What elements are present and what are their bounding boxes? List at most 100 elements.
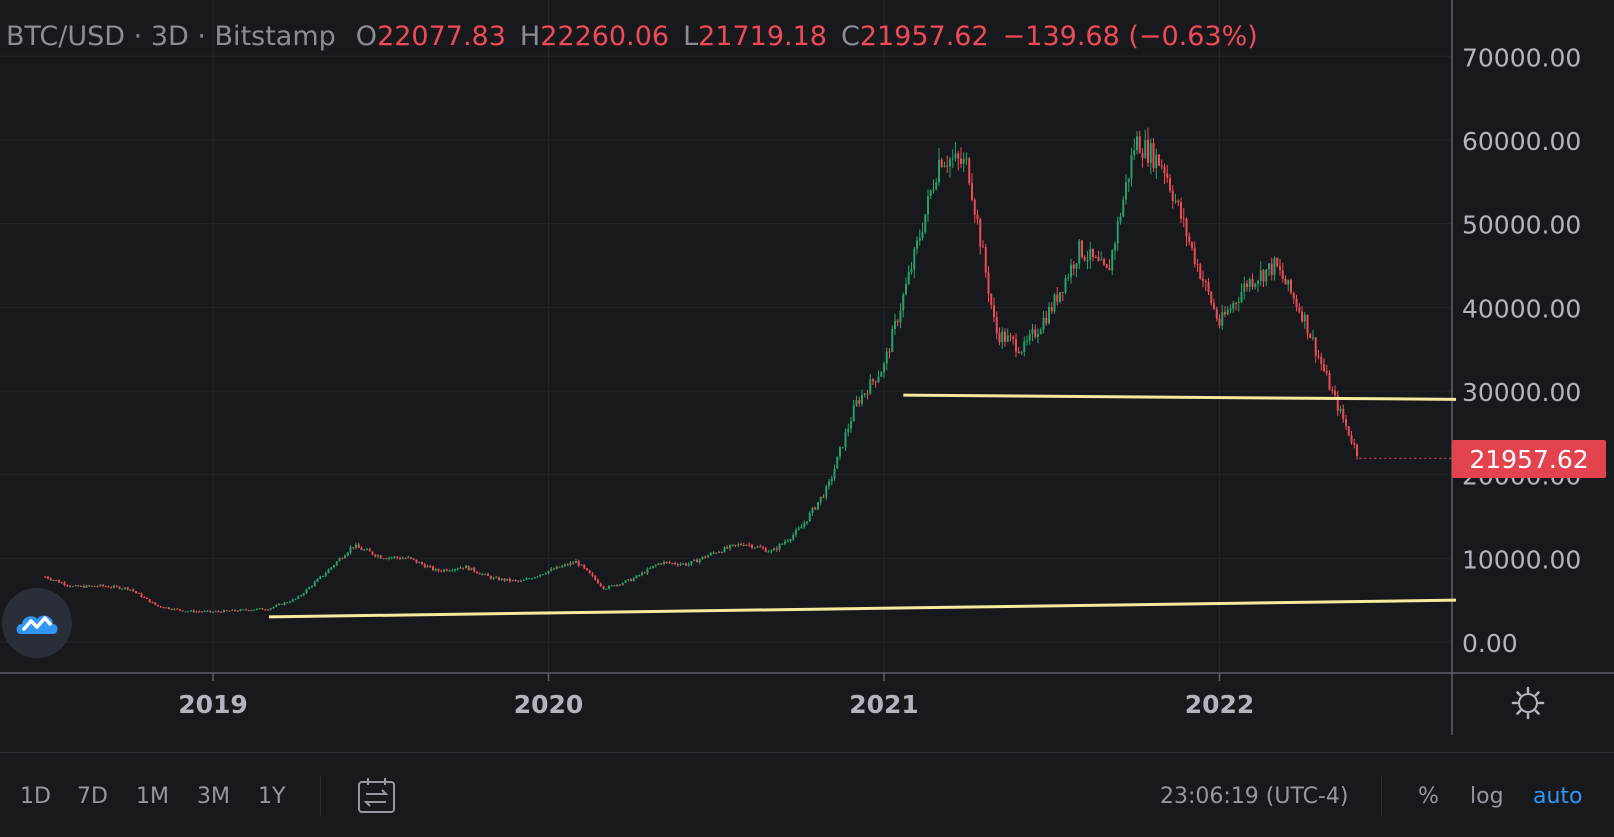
candle-body bbox=[165, 607, 168, 609]
candle-body bbox=[1086, 260, 1089, 262]
candle-body bbox=[1037, 334, 1039, 337]
candle-body bbox=[514, 580, 517, 582]
candle-body bbox=[773, 548, 775, 551]
range-1d-button[interactable]: 1D bbox=[20, 784, 51, 809]
candle-body bbox=[547, 570, 550, 574]
candle-body bbox=[564, 564, 566, 566]
candle-body bbox=[220, 611, 223, 613]
candle-body bbox=[1059, 292, 1061, 302]
candle-body bbox=[1204, 281, 1207, 283]
candle-body bbox=[951, 158, 954, 160]
close-label: C bbox=[840, 20, 860, 52]
candle-body bbox=[583, 564, 586, 569]
candle-body bbox=[1149, 143, 1152, 163]
candle-body bbox=[627, 579, 630, 581]
candle-body bbox=[902, 294, 905, 311]
candle-body bbox=[85, 585, 88, 588]
chart-area[interactable]: 0.0010000.0020000.0030000.0040000.005000… bbox=[0, 0, 1614, 735]
candle-body bbox=[426, 566, 429, 568]
candle-body bbox=[715, 552, 718, 554]
candle-body bbox=[910, 269, 913, 273]
candle-body bbox=[957, 153, 960, 159]
candle-body bbox=[1078, 240, 1081, 264]
candle-body bbox=[704, 556, 707, 558]
candle-body bbox=[1009, 335, 1012, 337]
gear-icon[interactable] bbox=[1511, 686, 1545, 720]
candle-body bbox=[1092, 248, 1094, 257]
candle-body bbox=[588, 570, 591, 574]
candle-body bbox=[1174, 200, 1177, 202]
candle-body bbox=[836, 456, 839, 469]
candle-body bbox=[454, 569, 456, 571]
candle-body bbox=[209, 610, 212, 612]
candle-body bbox=[1196, 264, 1199, 266]
candle-body bbox=[124, 587, 126, 589]
candle-body bbox=[1207, 281, 1210, 292]
candle-body bbox=[311, 585, 313, 588]
range-1y-button[interactable]: 1Y bbox=[258, 784, 286, 809]
candle-body bbox=[533, 577, 536, 579]
candle-body bbox=[756, 546, 759, 548]
candle-body bbox=[894, 320, 896, 329]
candle-body bbox=[107, 586, 110, 588]
auto-scale-button[interactable]: auto bbox=[1533, 784, 1583, 809]
candle-body bbox=[676, 564, 679, 566]
candle-body bbox=[1226, 310, 1229, 315]
candle-body bbox=[927, 195, 929, 215]
candle-body bbox=[283, 602, 286, 605]
candle-body bbox=[126, 587, 129, 590]
candle-body bbox=[195, 611, 198, 613]
candle-body bbox=[412, 558, 415, 560]
candle-body bbox=[1185, 218, 1188, 237]
candle-body bbox=[899, 310, 902, 323]
candle-body bbox=[382, 558, 385, 560]
candle-body bbox=[1072, 264, 1075, 269]
candle-body bbox=[657, 563, 660, 565]
candle-body bbox=[245, 609, 247, 611]
candle-body bbox=[1284, 278, 1287, 285]
candle-body bbox=[291, 599, 294, 602]
candle-body bbox=[1218, 318, 1221, 326]
candle-body bbox=[1301, 311, 1303, 322]
candle-body bbox=[1039, 329, 1042, 335]
x-tick-label: 2022 bbox=[1185, 690, 1255, 719]
candle-body bbox=[467, 565, 470, 571]
candle-body bbox=[1097, 257, 1100, 261]
percent-scale-button[interactable]: % bbox=[1418, 784, 1439, 809]
candle-body bbox=[825, 486, 828, 498]
candle-body bbox=[833, 468, 836, 479]
tradingview-logo-icon[interactable] bbox=[2, 588, 72, 658]
range-3m-button[interactable]: 3M bbox=[197, 784, 230, 809]
candle-body bbox=[451, 570, 454, 572]
calendar-goto-icon[interactable] bbox=[356, 777, 398, 815]
candle-body bbox=[525, 578, 528, 580]
range-7d-button[interactable]: 7D bbox=[77, 784, 108, 809]
candle-body bbox=[96, 586, 99, 588]
candle-body bbox=[544, 573, 547, 575]
candle-body bbox=[528, 578, 531, 580]
price-chart[interactable]: 0.0010000.0020000.0030000.0040000.005000… bbox=[0, 0, 1614, 752]
candle-body bbox=[357, 544, 360, 548]
clock-time[interactable]: 23:06:19 (UTC-4) bbox=[1160, 784, 1349, 809]
candle-body bbox=[850, 421, 852, 429]
range-1m-button[interactable]: 1M bbox=[136, 784, 169, 809]
candle-body bbox=[907, 272, 910, 285]
candle-body bbox=[448, 570, 451, 572]
log-scale-button[interactable]: log bbox=[1470, 784, 1504, 809]
candle-body bbox=[740, 544, 742, 546]
candle-body bbox=[916, 240, 918, 249]
candle-body bbox=[253, 609, 256, 611]
candle-body bbox=[470, 567, 473, 571]
y-tick-label: 30000.00 bbox=[1462, 378, 1581, 407]
candle-body bbox=[885, 351, 888, 364]
candle-body bbox=[1251, 279, 1254, 287]
candle-body bbox=[151, 602, 154, 604]
candle-body bbox=[1224, 312, 1226, 315]
candle-body bbox=[1001, 331, 1004, 343]
open-label: O bbox=[355, 20, 378, 52]
candle-body bbox=[179, 609, 181, 611]
candle-body bbox=[1119, 216, 1122, 222]
candle-body bbox=[1347, 425, 1350, 436]
candles bbox=[44, 127, 1358, 613]
candle-body bbox=[242, 609, 245, 611]
